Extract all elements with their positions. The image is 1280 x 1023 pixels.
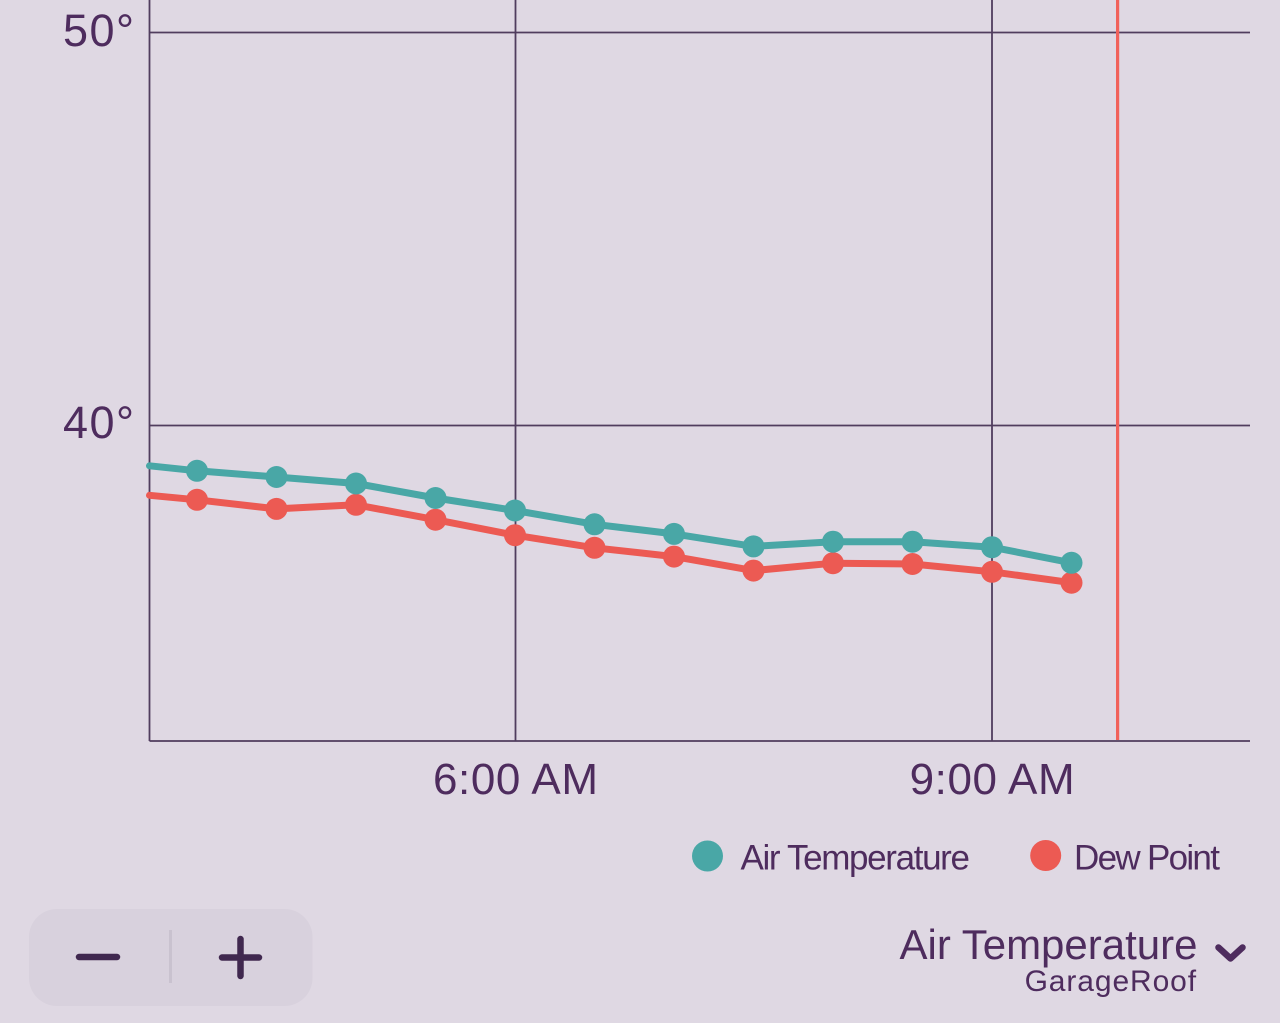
svg-text:Air Temperature: Air Temperature	[741, 839, 969, 878]
svg-text:Air Temperature: Air Temperature	[899, 921, 1197, 968]
svg-text:Dew Point: Dew Point	[1074, 839, 1220, 878]
svg-text:6:00 AM: 6:00 AM	[433, 755, 599, 804]
svg-text:9:00 AM: 9:00 AM	[910, 755, 1076, 804]
svg-text:40°: 40°	[63, 397, 136, 448]
svg-text:50°: 50°	[63, 5, 136, 56]
svg-text:GarageRoof: GarageRoof	[1025, 965, 1197, 998]
